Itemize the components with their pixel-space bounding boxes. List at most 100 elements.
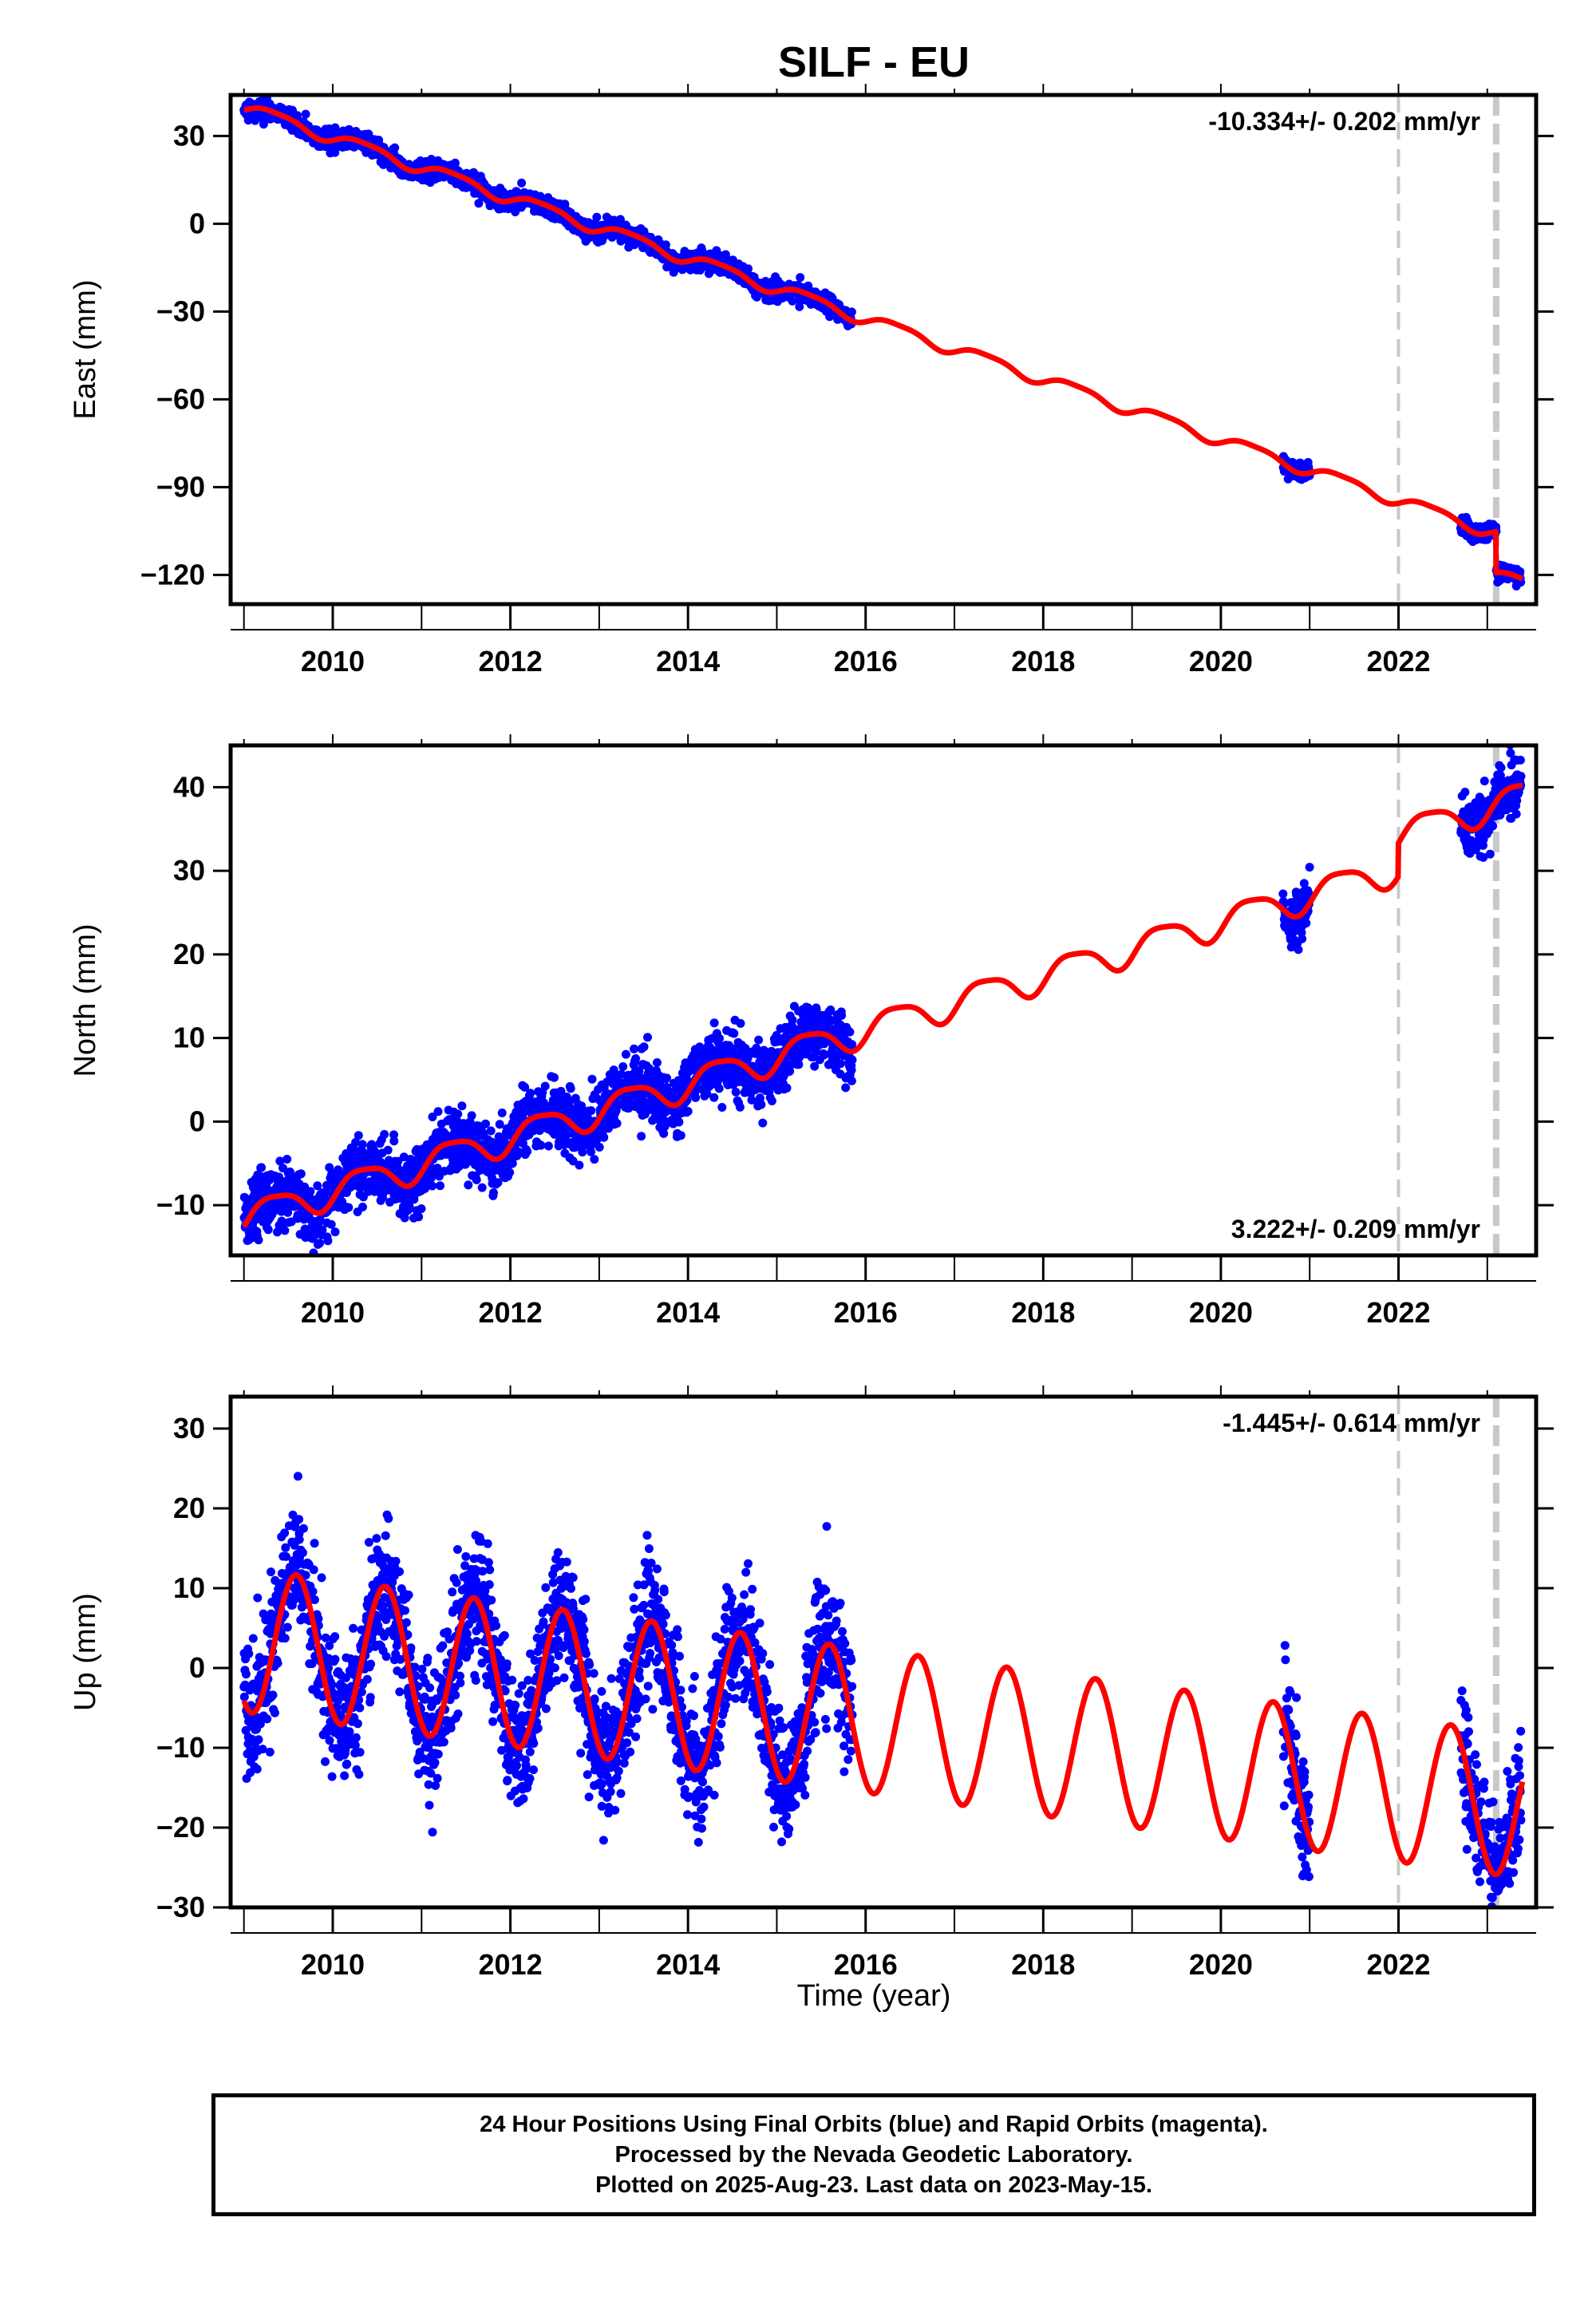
data-point [358, 1140, 367, 1148]
x-tick-label: 2016 [834, 1296, 898, 1329]
data-point [768, 1097, 776, 1105]
data-point [390, 144, 399, 152]
data-point [710, 1018, 719, 1027]
data-point [709, 1093, 718, 1102]
data-point [841, 1083, 850, 1092]
data-point [717, 1103, 726, 1112]
x-tick-label: 2012 [479, 1296, 543, 1329]
y-tick-label: 40 [173, 770, 205, 803]
data-point [691, 1093, 700, 1102]
data-point [541, 1082, 550, 1091]
data-point [754, 1036, 763, 1045]
data-point [587, 1148, 595, 1156]
data-point [414, 1212, 423, 1221]
data-point [282, 1155, 291, 1164]
x-tick-label: 2022 [1366, 1296, 1430, 1329]
data-point [526, 1089, 535, 1097]
data-point [684, 1107, 693, 1116]
data-point [481, 1120, 490, 1128]
data-point [758, 1119, 767, 1128]
data-point [783, 1084, 792, 1093]
data-point [306, 1187, 314, 1196]
velocity-label: -10.334+/- 0.202 mm/yr [1208, 107, 1480, 136]
data-point [264, 1225, 273, 1234]
x-tick-label: 2014 [656, 1296, 720, 1329]
y-tick-label: 20 [173, 938, 205, 970]
data-point [380, 1130, 389, 1139]
data-point [640, 1042, 649, 1051]
data-point [826, 1015, 835, 1024]
x-tick-label: 2020 [1189, 645, 1253, 678]
x-tick-label: 2014 [656, 645, 720, 678]
data-point [354, 1131, 363, 1140]
data-point [280, 1226, 289, 1235]
y-tick-label: −60 [156, 382, 205, 415]
data-point [1294, 945, 1303, 954]
data-point [643, 1033, 652, 1041]
data-point [575, 1161, 583, 1170]
y-tick-label: 10 [173, 1022, 205, 1054]
data-point [631, 1054, 640, 1063]
y-axis-label: East (mm) [69, 279, 102, 419]
data-point [434, 1107, 443, 1116]
data-point [618, 1062, 627, 1071]
data-point [1306, 863, 1314, 871]
data-point [496, 1120, 504, 1128]
data-point [674, 1118, 683, 1127]
data-point [358, 1203, 367, 1211]
data-point [297, 1169, 306, 1178]
y-tick-label: 0 [189, 207, 205, 239]
y-tick-label: 0 [189, 1105, 205, 1137]
data-point [587, 1106, 595, 1115]
data-point [653, 1058, 662, 1067]
data-point [592, 213, 601, 222]
data-point [578, 1148, 587, 1156]
data-point [453, 1110, 462, 1119]
x-tick-label: 2010 [301, 1296, 365, 1329]
data-point [1302, 919, 1310, 927]
data-point [323, 1236, 332, 1245]
x-tick-label: 2022 [1366, 645, 1430, 678]
data-point [255, 1235, 263, 1244]
data-point [588, 1075, 597, 1084]
data-point [544, 1142, 553, 1151]
data-point [848, 1056, 857, 1065]
data-point [847, 307, 856, 316]
data-point [331, 1227, 340, 1236]
data-point [590, 1155, 598, 1164]
data-point [505, 1168, 514, 1177]
data-point [344, 1203, 353, 1212]
x-tick-label: 2012 [479, 645, 543, 678]
data-point [472, 1176, 481, 1184]
data-point [595, 1143, 604, 1152]
data-point [478, 1184, 487, 1192]
data-point [662, 1073, 671, 1082]
x-tick-label: 2018 [1011, 645, 1075, 678]
data-point [622, 1050, 630, 1059]
data-point [613, 1119, 622, 1128]
y-tick-label: 30 [173, 854, 205, 887]
data-point [436, 1181, 444, 1190]
chart-title: SILF - EU [778, 38, 970, 86]
data-point [630, 1045, 638, 1053]
data-point [498, 1109, 507, 1117]
data-point [494, 1178, 503, 1187]
data-point [847, 1065, 856, 1074]
data-point [752, 1044, 760, 1053]
data-point [468, 1111, 476, 1120]
data-point [537, 1141, 546, 1150]
x-tick-label: 2010 [301, 645, 365, 678]
data-point [384, 1146, 393, 1155]
data-point [489, 1188, 498, 1197]
data-point [315, 1239, 324, 1247]
data-point [567, 1084, 575, 1093]
data-point [677, 1131, 685, 1140]
data-point [744, 264, 753, 273]
data-point [732, 1088, 741, 1097]
data-point [836, 1059, 845, 1068]
data-point [729, 1030, 738, 1038]
data-point [1298, 935, 1306, 943]
data-point [523, 1147, 531, 1156]
